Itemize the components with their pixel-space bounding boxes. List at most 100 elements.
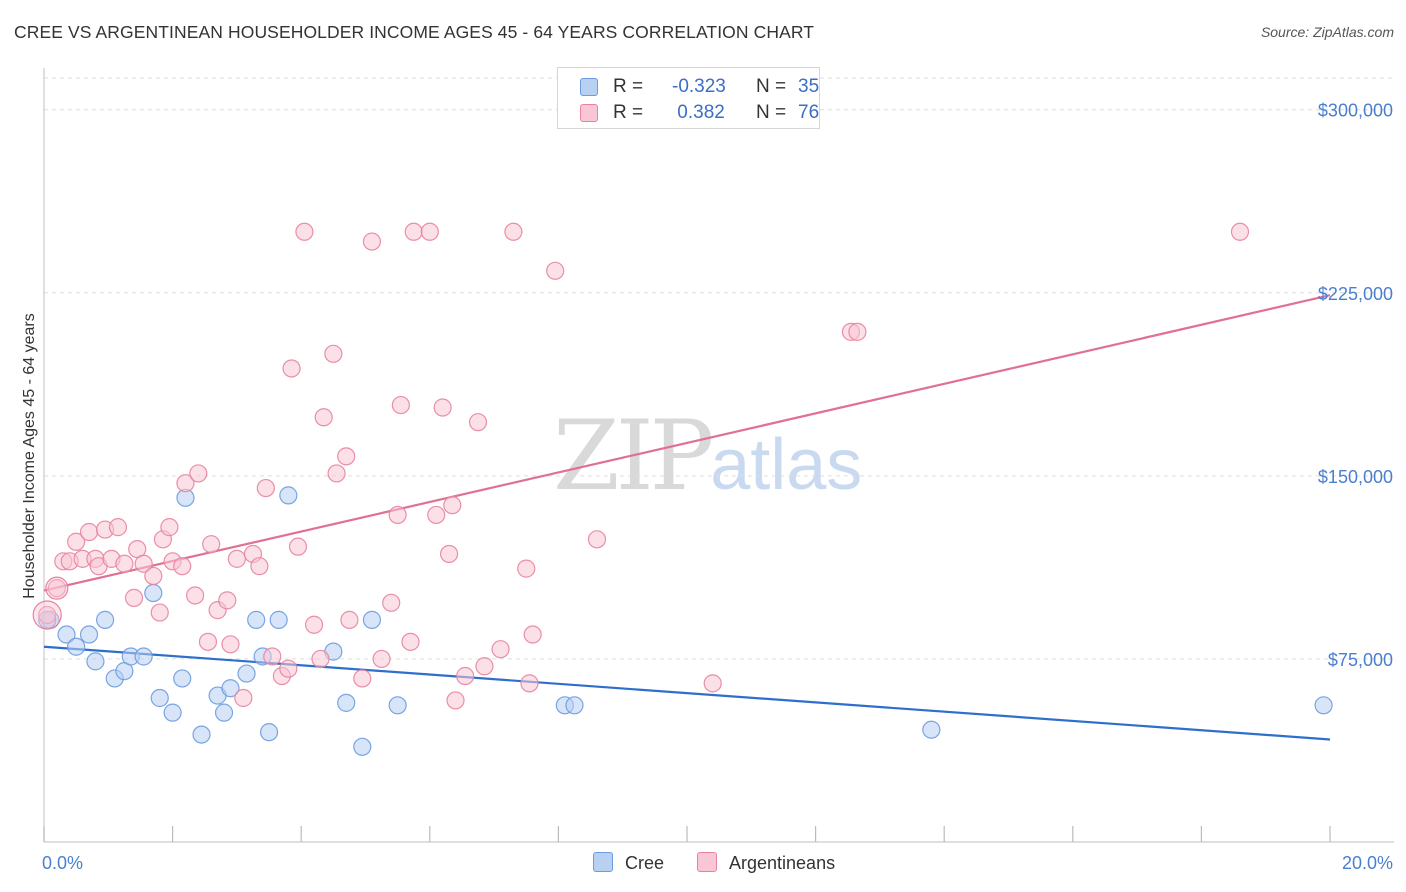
argentineans-point — [517, 559, 536, 578]
cree-point — [269, 610, 288, 629]
argentineans-point — [427, 505, 446, 525]
argentineans-point — [295, 222, 314, 241]
argentineans-r-label: R = — [613, 102, 644, 123]
x-tick-label-min: 0.0% — [42, 853, 83, 873]
cree-point — [353, 737, 372, 756]
cree-swatch — [580, 78, 598, 96]
argentineans-point — [314, 408, 333, 427]
cree-r-label: R = — [613, 76, 644, 97]
argentineans-r-value: 0.382 — [672, 102, 725, 123]
y-tick-labels: $75,000 $150,000 $225,000 $300,000 — [1318, 101, 1393, 670]
argentineans-point — [279, 659, 298, 678]
argentineans-point — [523, 625, 542, 644]
cree-legend-label: Cree — [625, 853, 665, 873]
cree-point — [1314, 696, 1333, 715]
argentineans-legend-swatch — [697, 852, 717, 872]
source-label: Source: — [1260, 24, 1314, 40]
argentineans-point — [382, 593, 401, 612]
cree-legend-swatch — [593, 852, 613, 872]
argentineans-point — [234, 688, 253, 708]
trend-lines — [43, 294, 1331, 741]
argentineans-point — [282, 359, 301, 378]
argentineans-point — [150, 603, 169, 622]
argentineans-point — [388, 505, 407, 525]
y-axis-label: Householder Income Ages 45 - 64 years — [21, 313, 38, 599]
cree-point — [247, 610, 266, 629]
argentineans-point — [186, 586, 205, 605]
argentineans-point — [362, 232, 382, 251]
argentineans-point — [520, 674, 539, 693]
argentineans-point-cluster — [45, 576, 69, 600]
argentineans-point — [311, 649, 330, 669]
argentineans-point — [340, 610, 359, 629]
argentineans-point — [546, 261, 565, 280]
argentineans-point — [337, 447, 356, 466]
argentineans-point — [443, 496, 462, 515]
argentineans-point — [250, 557, 269, 576]
argentineans-point — [304, 615, 324, 634]
cree-point — [221, 679, 240, 698]
argentineans-point — [218, 591, 237, 610]
argentineans-point — [189, 464, 208, 483]
cree-point — [565, 696, 584, 715]
argentineans-point — [446, 691, 465, 710]
cree-point — [67, 637, 86, 656]
argentineans-point — [115, 554, 134, 573]
cree-point — [922, 720, 941, 739]
cree-point — [259, 723, 279, 742]
argentineans-point — [221, 635, 240, 654]
cree-point — [95, 610, 115, 629]
cree-point — [337, 693, 356, 712]
argentineans-point — [327, 464, 346, 483]
argentineans-point — [848, 322, 867, 341]
argentineans-point — [134, 554, 153, 573]
cree-point — [192, 725, 211, 744]
argentineans-point — [256, 478, 275, 498]
cree-point — [86, 652, 105, 671]
cree-point — [173, 669, 192, 688]
argentineans-point — [176, 474, 195, 493]
cree-point — [163, 703, 182, 722]
cree-point — [214, 703, 234, 722]
argentineans-point — [198, 632, 218, 651]
argentineans-point — [108, 518, 128, 537]
argentineans-point — [160, 518, 179, 537]
argentineans-point — [124, 588, 144, 608]
argentineans-n-value: 76 — [798, 102, 820, 123]
argentineans-point — [420, 222, 439, 241]
argentineans-point — [263, 647, 282, 666]
cree-point — [237, 664, 256, 683]
cree-n-value: 35 — [798, 76, 820, 97]
argentineans-point — [433, 398, 452, 417]
cree-point — [362, 610, 382, 629]
data-points — [32, 222, 1333, 756]
argentineans-point — [227, 549, 246, 568]
argentineans-point — [587, 530, 607, 549]
argentineans-point — [703, 674, 722, 693]
cree-point — [279, 486, 298, 505]
argentineans-swatch — [580, 104, 598, 122]
argentineans-trend-line — [43, 294, 1331, 592]
argentineans-point — [504, 222, 523, 241]
argentineans-point — [1230, 222, 1250, 241]
cree-point — [134, 647, 153, 666]
cree-point — [388, 696, 407, 715]
argentineans-point — [202, 535, 221, 554]
x-tick-labels: 0.0% 20.0% — [42, 853, 1393, 873]
cree-point — [150, 688, 169, 708]
source-link[interactable]: ZipAtlas.com — [1313, 24, 1394, 40]
argentineans-point — [144, 566, 163, 586]
argentineans-point — [173, 557, 192, 576]
axes — [43, 68, 1394, 843]
argentineans-point — [67, 532, 86, 551]
argentineans-point — [372, 649, 391, 669]
argentineans-point — [475, 657, 494, 676]
argentineans-point — [38, 605, 57, 625]
argentineans-point — [324, 344, 343, 363]
x-tick-label-max: 20.0% — [1342, 853, 1393, 873]
argentineans-point — [353, 669, 372, 688]
chart-title: CREE VS ARGENTINEAN HOUSEHOLDER INCOME A… — [14, 22, 815, 42]
chart-source: Source: ZipAtlas.com — [1261, 24, 1394, 40]
argentineans-point — [401, 632, 420, 651]
